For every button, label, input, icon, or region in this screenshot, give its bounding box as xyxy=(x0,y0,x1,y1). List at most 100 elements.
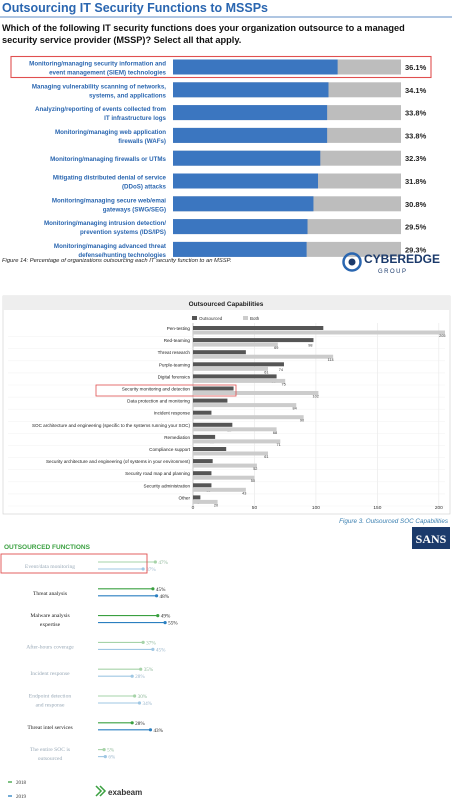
soc-category-label: Compliance support xyxy=(149,447,191,452)
function-category-label: Threat intel services xyxy=(27,725,72,731)
soc-value-both: 61 xyxy=(264,455,268,459)
soc-bar-both xyxy=(193,487,246,492)
soc-value-both: 102 xyxy=(313,395,319,399)
value-2018: 30% xyxy=(138,694,148,700)
cyberedge-logo-text: CYBEREDGE xyxy=(364,252,440,266)
function-category-label: Endpoint detection xyxy=(29,694,72,700)
soc-bar-both xyxy=(193,427,277,432)
sans-logo: SANS xyxy=(412,527,450,549)
cyberedge-logo-dot xyxy=(348,258,356,266)
soc-value-both: 90 xyxy=(300,419,304,423)
function-category-label: Threat analysis xyxy=(33,591,67,597)
mssp-value-label: 29.5% xyxy=(405,223,427,232)
soc-bar-outsourced xyxy=(193,350,246,355)
lollipop-dot-2018 xyxy=(141,640,145,645)
soc-highlight-box xyxy=(95,384,237,397)
soc-bar-outsourced xyxy=(193,326,324,330)
mssp-category-label: Monitoring/managing intrusion detection/ xyxy=(44,220,166,227)
function-category-label: Event/data monitoring xyxy=(25,564,75,570)
mssp-category-label: Analyzing/reporting of events collected … xyxy=(35,106,166,113)
soc-value-both: 43 xyxy=(242,491,246,495)
lollipop-dot-2019 xyxy=(163,621,167,625)
exabeam-logo-text: exabeam xyxy=(108,788,142,797)
soc-bar-outsourced xyxy=(193,410,212,415)
soc-category-label: Security administration xyxy=(144,483,191,488)
value-2019: 43% xyxy=(153,728,163,734)
soc-bar-both xyxy=(193,403,297,408)
legend-label-both: Both xyxy=(250,316,260,321)
section3-title: OUTSOURCED FUNCTIONS xyxy=(4,544,91,551)
lollipop-dot-2018 xyxy=(102,748,106,752)
lollipop-dot-2019 xyxy=(103,755,107,759)
mssp-value-label: 32.3% xyxy=(405,154,427,163)
soc-value-both: 75 xyxy=(281,382,285,386)
lollipop-dot-2018 xyxy=(153,560,157,564)
value-2018: 37% xyxy=(146,640,156,646)
soc-value-both: 114 xyxy=(328,358,334,362)
soc-category-label: Other xyxy=(179,495,191,500)
lollipop-dot-2018 xyxy=(130,721,134,725)
soc-value-both: 84 xyxy=(293,407,297,411)
value-2019: 6% xyxy=(108,755,116,761)
lollipop-dot-2019 xyxy=(148,728,153,732)
soc-category-label: Data protection and monitoring xyxy=(127,399,190,404)
legend-label-2019: 2019 xyxy=(16,795,27,800)
mssp-category-label: (DDoS) attacks xyxy=(122,184,167,191)
value-2018: 28% xyxy=(135,721,145,727)
mssp-value-label: 31.8% xyxy=(405,177,427,186)
figure3-caption: Figure 3. Outsourced SOC Capabilities xyxy=(339,518,449,525)
soc-category-label: Purple-teaming xyxy=(159,362,191,367)
mssp-category-label: Monitoring/managing advanced threat xyxy=(54,243,166,250)
mssp-bar xyxy=(173,59,338,75)
legend-label-2018: 2018 xyxy=(16,781,27,786)
value-2019: 45% xyxy=(156,647,166,653)
legend-swatch-both xyxy=(243,316,248,320)
mssp-category-label: Monitoring/managing security information… xyxy=(29,61,166,68)
soc-bar-outsourced xyxy=(193,483,212,488)
soc-category-label: Security monitoring and detection xyxy=(122,387,191,392)
value-2019: 48% xyxy=(160,594,170,600)
functions-highlight-box xyxy=(0,553,148,574)
function-category-label: and response xyxy=(35,703,65,709)
mssp-bar xyxy=(173,105,328,121)
exabeam-logo-mark xyxy=(95,785,107,797)
soc-bar-outsourced xyxy=(193,422,233,427)
mssp-category-label: firewalls (WAFs) xyxy=(118,138,166,145)
soc-category-label: Incident response xyxy=(154,411,191,416)
mssp-bar xyxy=(173,82,329,98)
function-category-label: After-hours coverage xyxy=(26,643,74,650)
mssp-bar xyxy=(173,241,307,257)
mssp-category-label: Monitoring/managing web application xyxy=(55,129,166,136)
value-2018: 47% xyxy=(158,560,168,566)
soc-bar-outsourced xyxy=(193,398,228,403)
soc-value-outsourced: 74 xyxy=(279,368,283,372)
mssp-category-label: Monitoring/managing secure web/emai xyxy=(52,197,166,204)
soc-bar-both xyxy=(193,391,319,395)
soc-legend: Outsourced Both xyxy=(192,316,260,321)
soc-bar-both xyxy=(193,499,218,504)
mssp-bar xyxy=(173,219,308,235)
soc-value-both: 205 xyxy=(439,334,445,338)
mssp-category-label: gateways (SWG/SEG) xyxy=(103,206,166,213)
figure14-caption: Figure 14: Percentage of organizations o… xyxy=(2,258,231,264)
value-2018: 49% xyxy=(161,614,171,620)
lollipop-dot-2018 xyxy=(156,614,160,618)
mssp-value-label: 29.3% xyxy=(405,245,427,254)
mssp-value-label: 33.8% xyxy=(405,109,427,118)
soc-bar-both xyxy=(193,475,255,480)
soc-bar-both xyxy=(193,415,304,420)
legend-label-outsourced: Outsourced xyxy=(199,316,223,321)
function-category-label: Incident response xyxy=(30,671,70,677)
sans-logo-text: SANS xyxy=(416,532,447,546)
soc-category-label: Digital forensics xyxy=(158,374,191,379)
cyberedge-logo-mark xyxy=(342,252,362,272)
section1-title: Outsourcing IT Security Functions to MSS… xyxy=(2,1,268,15)
soc-bar-both xyxy=(193,354,334,359)
soc-x-tick-label: 100 xyxy=(312,505,320,511)
soc-bar-outsourced xyxy=(193,362,284,367)
mssp-bar-rows: Monitoring/managing security information… xyxy=(10,55,432,259)
lollipop-dot-2019 xyxy=(137,701,142,705)
lollipop-dot-2019 xyxy=(141,567,145,571)
mssp-category-label: defense/hunting technologies xyxy=(78,252,166,259)
